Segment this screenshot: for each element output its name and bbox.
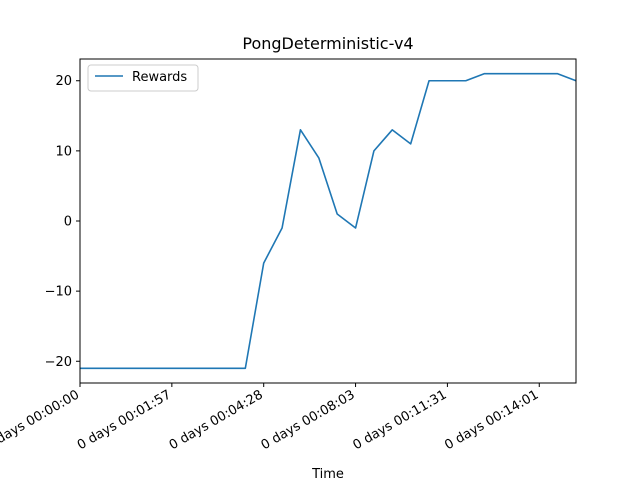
y-tick-label: 20: [55, 74, 72, 89]
legend-box: [87, 64, 199, 92]
x-axis-label: Time: [311, 467, 344, 480]
legend: Rewards: [87, 64, 199, 92]
y-tick-label: 10: [55, 144, 72, 159]
legend-label-rewards: Rewards: [132, 70, 187, 85]
series-line-rewards: [80, 72, 577, 370]
y-tick-label: −20: [45, 355, 72, 370]
y-tick-label: 0: [64, 215, 72, 230]
plot-area: [80, 72, 577, 370]
chart-title: PongDeterministic-v4: [242, 34, 413, 53]
y-tick-label: −10: [45, 285, 72, 300]
